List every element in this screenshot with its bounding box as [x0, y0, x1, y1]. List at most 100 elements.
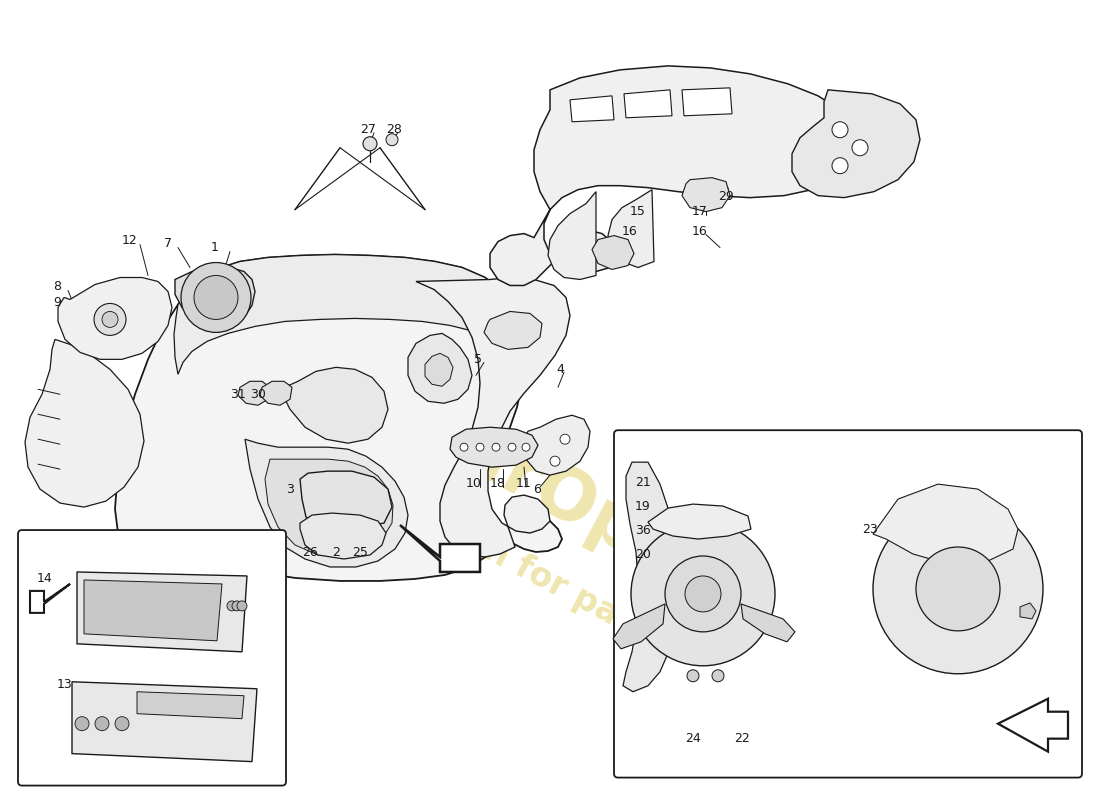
Polygon shape [490, 66, 854, 286]
Polygon shape [570, 96, 614, 122]
Text: 27: 27 [360, 123, 376, 136]
Polygon shape [408, 334, 472, 403]
Polygon shape [484, 311, 542, 350]
Polygon shape [84, 580, 222, 641]
Text: 16: 16 [692, 225, 708, 238]
Polygon shape [741, 604, 795, 642]
Circle shape [832, 122, 848, 138]
Circle shape [631, 522, 776, 666]
Polygon shape [77, 572, 248, 652]
Polygon shape [174, 254, 524, 374]
Text: 11: 11 [516, 477, 532, 490]
Circle shape [227, 601, 236, 611]
Circle shape [832, 158, 848, 174]
Text: 2: 2 [332, 546, 340, 559]
Circle shape [492, 443, 500, 451]
Polygon shape [138, 692, 244, 718]
Text: 26: 26 [302, 546, 318, 559]
Polygon shape [238, 382, 270, 406]
Polygon shape [522, 415, 590, 475]
Text: 7: 7 [164, 237, 172, 250]
Polygon shape [450, 427, 538, 467]
Text: 19: 19 [635, 499, 651, 513]
Polygon shape [592, 235, 634, 270]
Text: 22: 22 [734, 732, 750, 745]
Polygon shape [613, 604, 666, 649]
Circle shape [666, 556, 741, 632]
Polygon shape [682, 178, 730, 212]
Text: 5: 5 [474, 353, 482, 366]
Polygon shape [608, 190, 654, 267]
Polygon shape [548, 192, 596, 279]
Circle shape [95, 717, 109, 730]
Polygon shape [300, 471, 392, 527]
Text: a passion for parts since 1985: a passion for parts since 1985 [342, 461, 858, 757]
Circle shape [685, 576, 720, 612]
Text: 9: 9 [53, 296, 60, 309]
Text: 28: 28 [386, 123, 402, 136]
Polygon shape [265, 459, 393, 557]
Circle shape [102, 311, 118, 327]
Text: eurOparts: eurOparts [403, 392, 798, 646]
Polygon shape [792, 90, 920, 198]
Text: 21: 21 [635, 476, 651, 489]
Polygon shape [116, 254, 562, 581]
Circle shape [75, 717, 89, 730]
Polygon shape [1020, 603, 1036, 619]
Polygon shape [682, 88, 732, 116]
Text: 13: 13 [57, 678, 73, 691]
Text: 25: 25 [352, 546, 367, 559]
Polygon shape [624, 90, 672, 118]
Text: 10: 10 [466, 477, 482, 490]
Text: 23: 23 [862, 522, 878, 535]
Circle shape [476, 443, 484, 451]
Polygon shape [30, 584, 70, 613]
Text: 24: 24 [685, 732, 701, 745]
Text: 3: 3 [286, 482, 294, 496]
Polygon shape [58, 278, 172, 359]
Text: 36: 36 [635, 523, 651, 537]
Text: 16: 16 [623, 225, 638, 238]
Circle shape [236, 601, 248, 611]
Text: 20: 20 [635, 549, 651, 562]
Circle shape [873, 504, 1043, 674]
Polygon shape [400, 525, 480, 572]
Text: 18: 18 [491, 477, 506, 490]
Text: 30: 30 [250, 388, 266, 401]
Polygon shape [623, 462, 678, 692]
Circle shape [712, 670, 724, 682]
Polygon shape [416, 278, 570, 557]
Polygon shape [998, 698, 1068, 752]
Polygon shape [300, 513, 386, 559]
Polygon shape [175, 267, 255, 330]
Polygon shape [72, 682, 257, 762]
Text: 14: 14 [37, 573, 53, 586]
Circle shape [116, 717, 129, 730]
Circle shape [550, 456, 560, 466]
Circle shape [508, 443, 516, 451]
Polygon shape [425, 354, 453, 386]
Circle shape [560, 434, 570, 444]
Circle shape [232, 601, 242, 611]
Text: 6: 6 [534, 482, 541, 496]
Circle shape [916, 547, 1000, 631]
Circle shape [363, 137, 377, 150]
Text: 17: 17 [692, 205, 708, 218]
Circle shape [182, 262, 251, 332]
Polygon shape [260, 382, 292, 406]
Circle shape [194, 275, 238, 319]
Text: 8: 8 [53, 280, 60, 293]
Text: 1: 1 [211, 241, 219, 254]
Text: 31: 31 [230, 388, 246, 401]
Polygon shape [25, 339, 144, 507]
FancyBboxPatch shape [614, 430, 1082, 778]
Circle shape [460, 443, 467, 451]
Text: 12: 12 [122, 234, 138, 247]
Polygon shape [648, 504, 751, 539]
Circle shape [688, 670, 698, 682]
Polygon shape [280, 367, 388, 443]
FancyBboxPatch shape [18, 530, 286, 786]
Text: 29: 29 [718, 190, 734, 203]
Circle shape [386, 134, 398, 146]
Polygon shape [245, 439, 408, 567]
